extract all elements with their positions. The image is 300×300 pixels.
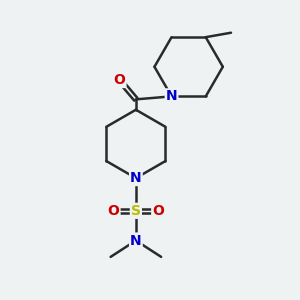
Text: N: N <box>166 89 177 103</box>
Text: O: O <box>152 204 164 218</box>
Text: O: O <box>108 204 119 218</box>
Text: N: N <box>130 171 142 185</box>
Text: S: S <box>131 204 141 218</box>
Text: N: N <box>130 233 142 248</box>
Text: O: O <box>114 73 125 87</box>
